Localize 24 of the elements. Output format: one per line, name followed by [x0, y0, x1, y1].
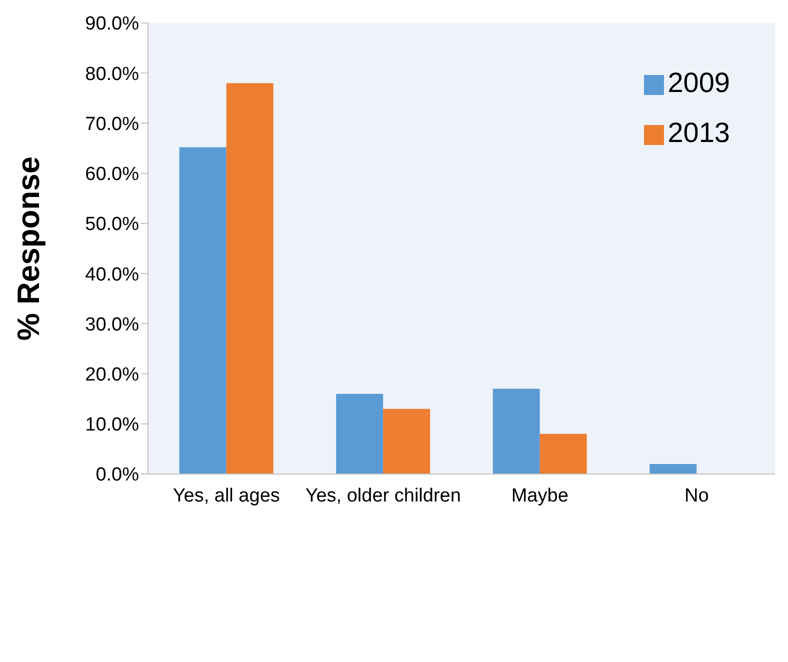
y-tick-label: 10.0% — [85, 414, 140, 436]
y-tick-label: 40.0% — [85, 264, 140, 286]
legend-label: 2009 — [668, 67, 730, 98]
y-tick-label: 0.0% — [96, 464, 140, 486]
bar — [336, 394, 384, 474]
bar — [179, 147, 226, 474]
x-tick-label: Yes, all ages — [172, 485, 280, 506]
y-tick-label: 20.0% — [85, 364, 140, 386]
y-tick-label: 70.0% — [85, 114, 140, 135]
bar — [383, 408, 430, 474]
y-tick-label: 60.0% — [85, 164, 140, 186]
bar — [650, 464, 697, 474]
y-tick-label: 80.0% — [85, 64, 140, 85]
y-tick-label: 30.0% — [85, 314, 140, 336]
legend-label: 2013 — [668, 117, 730, 148]
bar — [540, 434, 587, 474]
y-axis-title: % Response — [11, 156, 46, 341]
y-tick-label: 50.0% — [85, 214, 140, 236]
bar — [226, 83, 274, 474]
x-tick-label: Yes, older children — [305, 485, 461, 506]
y-tick-label: 90.0% — [85, 14, 140, 35]
bar — [492, 388, 540, 474]
x-tick-label: No — [684, 485, 709, 506]
x-tick-label: Maybe — [511, 485, 568, 506]
